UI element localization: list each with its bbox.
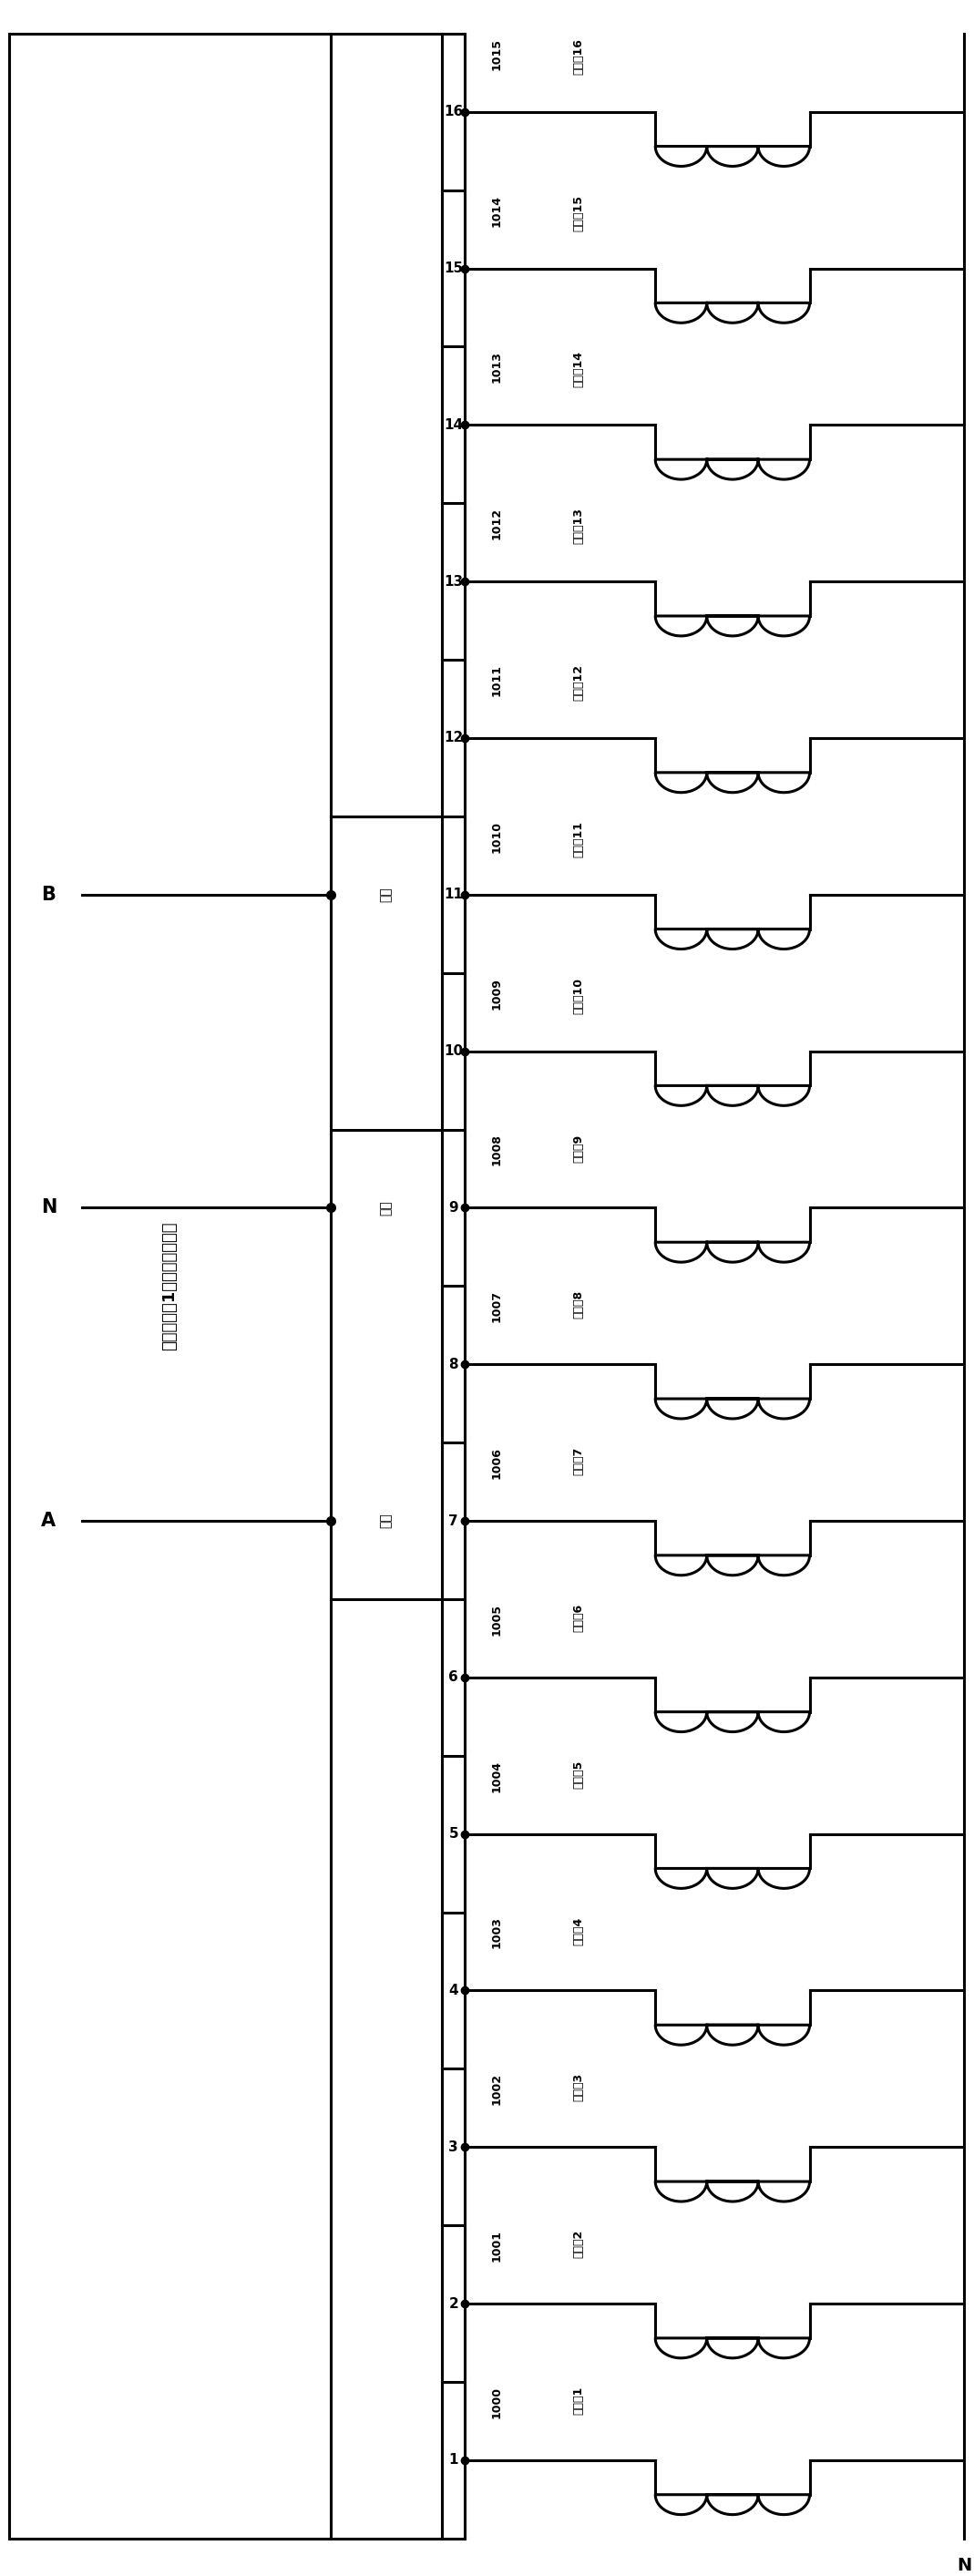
- Text: 1002: 1002: [491, 2074, 503, 2105]
- Text: 加热区7: 加热区7: [573, 1448, 584, 1476]
- Text: 加热区11: 加热区11: [573, 822, 584, 858]
- Text: 14: 14: [444, 417, 463, 433]
- Text: 1: 1: [449, 2452, 458, 2468]
- Text: 1008: 1008: [491, 1133, 503, 1167]
- Text: A: A: [41, 1512, 56, 1530]
- Text: 上加热地址1加热卡控制接线: 上加热地址1加热卡控制接线: [162, 1221, 178, 1350]
- Text: 8: 8: [449, 1358, 458, 1370]
- Text: 加热区4: 加热区4: [573, 1917, 584, 1945]
- Text: 1009: 1009: [491, 976, 503, 1010]
- Text: 10: 10: [444, 1043, 463, 1059]
- Text: 11: 11: [444, 889, 463, 902]
- Text: 1005: 1005: [491, 1605, 503, 1636]
- Text: 3: 3: [449, 2141, 458, 2154]
- Text: 5: 5: [449, 1826, 458, 1842]
- Text: 零线: 零线: [380, 1200, 393, 1216]
- Text: 加热区2: 加热区2: [573, 2231, 584, 2259]
- Text: 1003: 1003: [491, 1917, 503, 1947]
- Text: 加热区13: 加热区13: [573, 507, 584, 544]
- Text: 加热区16: 加热区16: [573, 39, 584, 75]
- Text: 加热区12: 加热区12: [573, 665, 584, 701]
- Text: 加热区10: 加热区10: [573, 976, 584, 1015]
- Text: 1010: 1010: [491, 822, 503, 853]
- Text: 1000: 1000: [491, 2385, 503, 2419]
- Text: 7: 7: [449, 1515, 458, 1528]
- Text: 1004: 1004: [491, 1759, 503, 1793]
- Text: 15: 15: [444, 263, 463, 276]
- Text: 1006: 1006: [491, 1448, 503, 1479]
- Text: 1015: 1015: [491, 39, 503, 70]
- Text: 4: 4: [449, 1984, 458, 1996]
- Text: 16: 16: [444, 106, 463, 118]
- Text: 加热区9: 加热区9: [573, 1133, 584, 1162]
- Text: 2: 2: [448, 2298, 459, 2311]
- Text: 加热区15: 加热区15: [573, 196, 584, 232]
- Text: 加热区1: 加热区1: [573, 2385, 584, 2414]
- Text: 加热区6: 加热区6: [573, 1605, 584, 1633]
- Text: 相线: 相线: [380, 886, 393, 902]
- Text: 12: 12: [444, 732, 463, 744]
- Text: 1014: 1014: [491, 196, 503, 227]
- Text: 相线: 相线: [380, 1512, 393, 1528]
- Text: 1013: 1013: [491, 350, 503, 384]
- Text: 加热区3: 加热区3: [573, 2074, 584, 2102]
- Text: 1012: 1012: [491, 507, 503, 541]
- Text: 6: 6: [448, 1672, 459, 1685]
- Text: 加热区8: 加热区8: [573, 1291, 584, 1319]
- Text: 1011: 1011: [491, 665, 503, 696]
- Text: N: N: [41, 1198, 56, 1216]
- Text: 13: 13: [444, 574, 463, 587]
- Text: 1007: 1007: [491, 1291, 503, 1321]
- Text: 1001: 1001: [491, 2231, 503, 2262]
- Text: B: B: [41, 886, 56, 904]
- Text: 加热区5: 加热区5: [573, 1759, 584, 1788]
- Text: 加热区14: 加热区14: [573, 350, 584, 386]
- Text: 9: 9: [449, 1200, 458, 1216]
- Text: N: N: [956, 2555, 971, 2573]
